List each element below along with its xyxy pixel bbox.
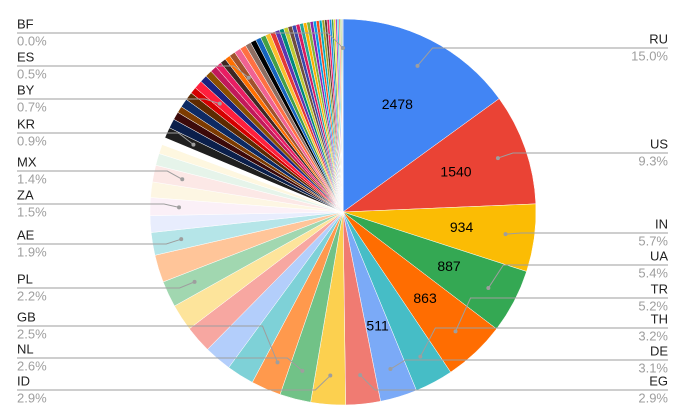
legend-label: TH <box>651 311 668 326</box>
legend-label: NL <box>17 341 34 356</box>
leader-line <box>17 98 220 105</box>
percent-label: 5.4% <box>638 265 668 280</box>
leader-dot <box>179 237 184 242</box>
percent-label: 1.9% <box>17 244 47 259</box>
leader-line <box>359 374 668 391</box>
leader-dot <box>503 232 508 237</box>
leader-line <box>17 357 303 372</box>
legend-label: BF <box>17 16 34 31</box>
leader-dot <box>453 329 458 334</box>
leader-line <box>17 132 194 145</box>
leader-line <box>390 359 668 370</box>
legend-label: RU <box>649 31 668 46</box>
pie-slice <box>342 98 537 213</box>
legend-label: ZA <box>17 187 34 202</box>
leader-dot <box>300 368 305 373</box>
percent-label: 3.2% <box>638 328 668 343</box>
legend-label: GB <box>17 309 36 324</box>
legend-label: ES <box>17 49 35 64</box>
legend-label: AE <box>17 227 35 242</box>
leader-dot <box>358 373 363 378</box>
leader-dot <box>340 45 345 50</box>
slice-value-label: 887 <box>437 258 461 274</box>
legend-label: TR <box>651 281 668 296</box>
percent-label: 2.5% <box>17 326 47 341</box>
slice-value-label: 863 <box>413 290 437 306</box>
legend-label: EG <box>649 373 668 388</box>
leader-line <box>497 152 668 159</box>
leader-line <box>17 203 180 208</box>
leader-dot <box>246 75 251 80</box>
leader-dot <box>495 156 500 161</box>
legend-label: PL <box>17 271 33 286</box>
percent-label: 1.5% <box>17 204 47 219</box>
leader-line <box>17 238 182 245</box>
percent-label: 0.9% <box>17 133 47 148</box>
legend-label: UA <box>650 248 668 263</box>
leader-line <box>505 232 668 235</box>
percent-label: 5.2% <box>638 298 668 313</box>
leader-dot <box>418 354 423 359</box>
legend-label: IN <box>655 216 668 231</box>
legend-label: MX <box>17 154 37 169</box>
leader-line <box>487 264 668 289</box>
pie-slice <box>342 18 500 213</box>
leader-dot <box>191 142 196 147</box>
leader-dot <box>388 367 393 372</box>
leader-line <box>17 325 278 363</box>
leader-dot <box>328 373 333 378</box>
leader-dot <box>486 286 491 291</box>
percent-label: 0.7% <box>17 99 47 114</box>
leader-line <box>17 281 195 289</box>
leader-line <box>17 375 331 391</box>
percent-label: 0.5% <box>17 66 47 81</box>
percent-label: 2.9% <box>17 390 47 405</box>
slice-value-label: 1540 <box>440 163 471 179</box>
leader-dot <box>275 360 280 365</box>
slice-value-label: 934 <box>450 219 474 235</box>
leader-dot <box>177 205 182 210</box>
legend-label: KR <box>17 116 35 131</box>
leader-line <box>419 327 668 357</box>
legend-label: ID <box>17 373 30 388</box>
percent-label: 15.0% <box>631 48 668 63</box>
leader-dot <box>180 177 185 182</box>
leader-line <box>417 47 668 67</box>
legend-label: DE <box>650 343 668 358</box>
legend-label: US <box>650 136 668 151</box>
percent-label: 5.7% <box>638 233 668 248</box>
leader-dot <box>415 63 420 68</box>
leader-line <box>17 65 250 79</box>
leader-line <box>17 170 183 180</box>
percent-label: 2.6% <box>17 358 47 373</box>
leader-dot <box>192 279 197 284</box>
leader-line <box>455 297 668 332</box>
percent-label: 3.1% <box>638 360 668 375</box>
percent-label: 9.3% <box>638 153 668 168</box>
leader-line <box>17 32 344 49</box>
slice-value-label: 511 <box>366 317 389 333</box>
percent-label: 1.4% <box>17 171 47 186</box>
leader-dot <box>217 101 222 106</box>
percent-label: 2.9% <box>638 390 668 405</box>
slice-value-label: 2478 <box>382 96 413 112</box>
percent-label: 0.0% <box>17 33 47 48</box>
legend-label: BY <box>17 82 35 97</box>
percent-label: 2.2% <box>17 288 47 303</box>
